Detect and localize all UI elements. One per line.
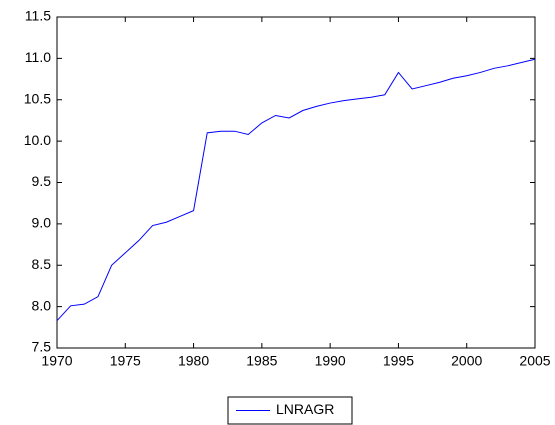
y-tick-label: 11.0: [25, 49, 51, 65]
x-tick-label: 1985: [246, 353, 277, 369]
y-tick-label: 7.5: [32, 339, 52, 355]
y-tick-label: 10.5: [24, 90, 51, 106]
x-tick-label: 1970: [41, 353, 72, 369]
x-tick-label: 2005: [519, 353, 550, 369]
x-tick-label: 1995: [383, 353, 414, 369]
y-tick-label: 9.0: [32, 215, 52, 231]
y-tick-label: 9.5: [32, 173, 52, 189]
x-tick-label: 1990: [315, 353, 346, 369]
x-tick-label: 2000: [451, 353, 482, 369]
y-tick-label: 8.0: [32, 297, 52, 313]
y-tick-label: 11.5: [25, 8, 51, 24]
plot-frame: [56, 16, 536, 349]
y-tick-label: 8.5: [32, 256, 52, 272]
data-line: [56, 58, 536, 322]
legend-label: LNRAGR: [276, 401, 334, 417]
x-tick-label: 1975: [110, 353, 141, 369]
x-tick-label: 1980: [178, 353, 209, 369]
y-tick-label: 10.0: [24, 132, 51, 148]
